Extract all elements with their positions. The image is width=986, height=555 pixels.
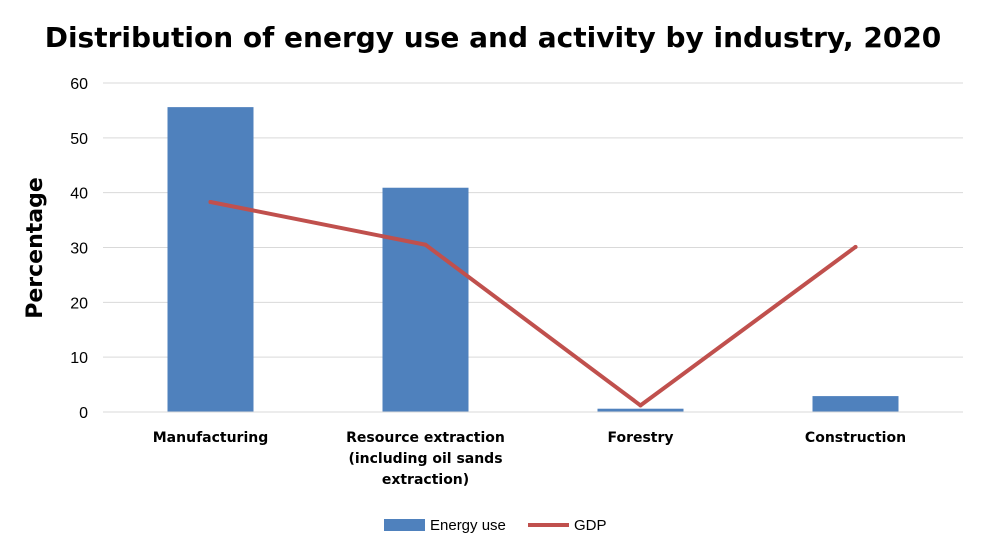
point-gdp [853,244,858,249]
legend-swatch-energy-use [384,519,425,531]
x-tick-label-line: Resource extraction [346,430,505,446]
point-gdp [208,199,213,204]
y-tick-label: 10 [70,350,88,367]
y-axis-label: Percentage [23,177,48,319]
bar-energy-use [167,107,254,413]
x-tick-label: Construction [805,430,906,446]
point-gdp [638,403,643,408]
bars-energy-use [167,107,899,413]
y-tick-label: 30 [70,241,88,258]
y-axis-ticks: 0 10 20 30 40 50 60 [70,76,88,422]
x-axis-ticks: Manufacturing Resource extraction (includi… [153,430,906,488]
bar-energy-use [597,408,684,412]
y-tick-label: 0 [79,405,88,422]
legend: Energy use GDP [384,517,607,534]
x-tick-label: Manufacturing [153,430,269,446]
x-tick-label-line: Forestry [607,430,673,446]
y-tick-label: 50 [70,131,88,148]
y-tick-label: 60 [70,76,88,93]
legend-label-gdp: GDP [574,517,607,534]
point-gdp [423,242,428,247]
x-tick-label: Resource extraction (including oil sands e… [346,430,505,488]
legend-label-energy-use: Energy use [430,517,506,534]
line-gdp-path [208,199,858,408]
y-tick-label: 40 [70,186,88,203]
chart-title: Distribution of energy use and activity … [45,21,942,54]
x-tick-label-line: Construction [805,430,906,446]
x-tick-label-line: (including oil sands [348,451,502,467]
bar-energy-use [382,187,469,412]
x-tick-label-line: extraction) [382,472,469,488]
x-tick-label-line: Manufacturing [153,430,269,446]
bar-energy-use [812,396,899,412]
line-gdp [208,199,858,408]
x-tick-label: Forestry [607,430,673,446]
y-tick-label: 20 [70,295,88,312]
